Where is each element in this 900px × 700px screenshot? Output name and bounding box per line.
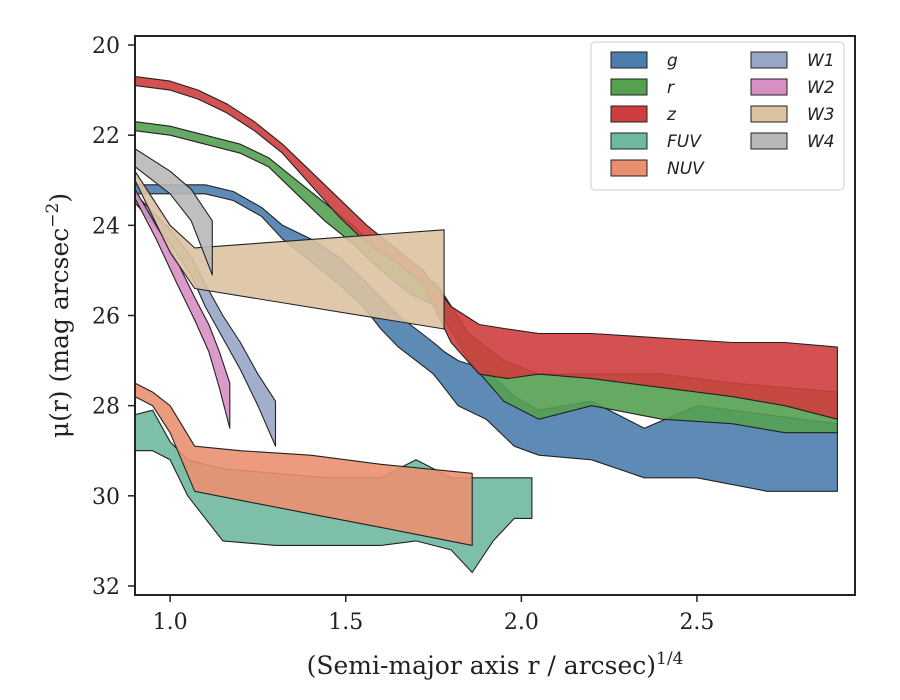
y-tick-label: 20 <box>92 34 120 59</box>
legend-label-w4: W4 <box>807 132 835 152</box>
legend-label-w3: W3 <box>807 105 835 125</box>
legend-swatch-fuv <box>610 132 648 150</box>
y-tick-label: 26 <box>92 305 120 330</box>
series-band-z <box>135 76 838 420</box>
legend-swatch-g <box>610 51 648 69</box>
legend-swatch-z <box>610 105 648 123</box>
x-tick-label: 2.0 <box>504 610 539 635</box>
x-axis-title: (Semi-major axis r / arcsec)1/4 <box>307 649 684 680</box>
series-band-w4 <box>135 148 213 276</box>
legend-label-g: g <box>667 51 678 71</box>
x-tick-label: 2.5 <box>679 610 714 635</box>
x-axis-title-text: (Semi-major axis r / arcsec) <box>307 651 656 680</box>
legend-label-w1: W1 <box>807 51 835 71</box>
legend-label-fuv: FUV <box>667 132 702 152</box>
legend: grz FUV NUV W1 W2 W3 W4 <box>590 41 845 191</box>
y-tick-label: 30 <box>92 485 120 510</box>
y-tick-label: 24 <box>92 214 120 239</box>
legend-swatch-w1 <box>750 51 788 69</box>
legend-swatch-w3 <box>750 105 788 123</box>
legend-label-w2: W2 <box>807 78 835 98</box>
y-axis-title-superscript: −2 <box>43 203 63 228</box>
series-layer <box>135 76 838 574</box>
x-tick-label: 1.0 <box>153 610 188 635</box>
x-axis-title-superscript: 1/4 <box>656 649 683 669</box>
y-tick-label: 22 <box>92 124 120 149</box>
legend-swatch-nuv <box>610 159 648 177</box>
legend-label-nuv: NUV <box>667 159 705 179</box>
legend-label-z: z <box>666 105 677 125</box>
y-axis-title: μ(r) (mag arcsec−2) <box>43 193 74 438</box>
legend-swatch-w2 <box>750 78 788 96</box>
legend-swatch-w4 <box>750 132 788 150</box>
legend-label-r: r <box>667 78 675 98</box>
series-band-w3 <box>135 170 445 330</box>
y-tick-label: 28 <box>92 395 120 420</box>
x-tick-label: 1.5 <box>328 610 363 635</box>
ticks-layer: 1.0 1.5 2.0 2.5 20 22 24 26 28 30 32 <box>92 34 714 635</box>
y-tick-label: 32 <box>92 575 120 600</box>
y-axis-title-text: μ(r) (mag arcsec <box>45 228 74 438</box>
y-axis-title-end: ) <box>45 193 74 203</box>
legend-swatch-r <box>610 78 648 96</box>
series-band-nuv <box>135 382 473 546</box>
series-band-w2 <box>135 188 231 429</box>
